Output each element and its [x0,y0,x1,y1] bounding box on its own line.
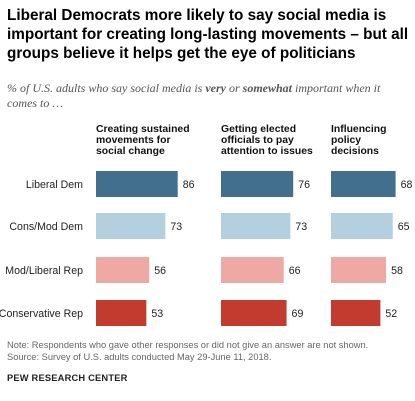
category-label: Conservative Rep [0,308,83,320]
panel-title-line: policy [331,135,361,146]
panel-title-line: decisions [331,146,379,157]
panel-title-line: Influencing [331,124,386,135]
panel-title-line: attention to issues [221,146,313,157]
bar [96,213,166,239]
data-label: 66 [289,265,301,277]
panel-title: Creating sustained movements for social ch… [96,124,190,157]
bar [221,171,294,197]
organization-label: PEW RESEARCH CENTER [7,373,128,383]
category-label: Liberal Dem [26,179,83,191]
source-text: Source: Survey of U.S. adults conducted … [7,352,272,362]
data-label: 56 [154,265,166,277]
data-label: 53 [151,308,163,320]
data-label: 52 [385,308,397,320]
bar [331,257,387,283]
subtitle-text-1: % of U.S. adults who say social media is [7,81,206,95]
subtitle-text-2: or [225,81,243,95]
panel-title: Getting elected officials to pay attention… [221,124,313,157]
bar [221,300,287,326]
data-label: 73 [295,221,307,233]
chart-title: Liberal Democrats more likely to say soc… [7,7,409,62]
data-label: 68 [401,179,413,191]
subtitle-text-3: important when it comes to … [7,81,381,110]
data-label: 86 [183,179,195,191]
panel-title-line: Getting elected [221,124,296,135]
bar-chart: Liberal Dem Cons/Mod Dem Mod/Liberal Rep Co… [0,124,413,326]
data-label: 58 [391,265,403,277]
category-label: Cons/Mod Dem [9,221,83,233]
bar [331,300,381,326]
panel-title: Influencing policy decisions [331,124,386,157]
panel-title-line: movements for [96,135,171,146]
subtitle-emphasis-somewhat: somewhat [242,81,292,95]
bar [96,257,150,283]
panel-title-line: officials to pay [221,135,294,146]
panel-title-line: Creating sustained [96,124,190,135]
panel-title-line: social change [96,146,165,157]
bar [96,300,147,326]
subtitle-emphasis-very: very [205,81,226,95]
data-label: 76 [298,179,310,191]
data-label: 73 [170,221,182,233]
data-label: 65 [398,221,410,233]
data-label: 69 [292,308,304,320]
notes: Note: Respondents who gave other respons… [7,339,411,363]
bar [96,171,178,197]
note-text: Note: Respondents who gave other respons… [7,340,369,350]
chart-subtitle: % of U.S. adults who say social media is… [7,81,407,111]
bar [221,257,284,283]
category-label: Mod/Liberal Rep [5,265,83,277]
bar [331,171,396,197]
bar [221,213,291,239]
bar [331,213,393,239]
